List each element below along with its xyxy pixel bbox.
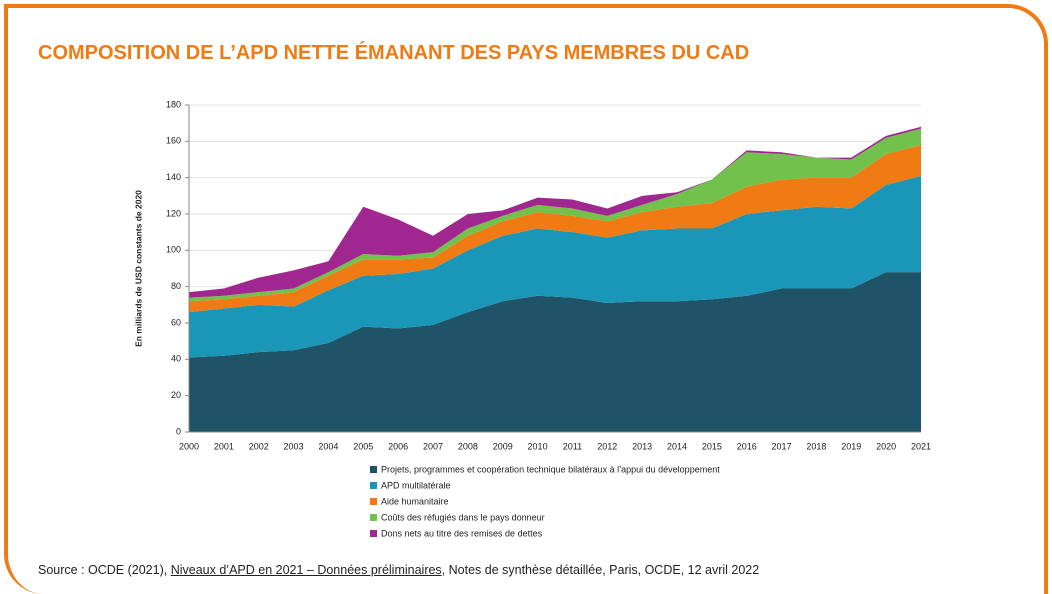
x-tick-label: 2007 bbox=[423, 441, 443, 451]
x-tick-label: 2003 bbox=[284, 441, 304, 451]
x-tick-label: 2010 bbox=[528, 441, 548, 451]
source: Source : OCDE (2021), Niveaux d’APD en 2… bbox=[38, 563, 759, 577]
x-tick-label: 2006 bbox=[388, 441, 408, 451]
x-tick-label: 2002 bbox=[249, 441, 269, 451]
x-tick-label: 2017 bbox=[772, 441, 792, 451]
x-tick-label: 2015 bbox=[702, 441, 722, 451]
area bbox=[189, 128, 921, 302]
chart-title: COMPOSITION DE L’APD NETTE ÉMANANT DES P… bbox=[38, 42, 750, 64]
y-tick-label: 160 bbox=[166, 136, 181, 146]
y-tick-label: 120 bbox=[166, 208, 181, 218]
x-tick-label: 2013 bbox=[632, 441, 652, 451]
y-tick-label: 140 bbox=[166, 172, 181, 182]
legend-swatch bbox=[370, 482, 377, 489]
x-tick-label: 2000 bbox=[179, 441, 199, 451]
y-tick-label: 20 bbox=[171, 390, 181, 400]
legend-swatch bbox=[370, 514, 377, 521]
y-tick-label: 60 bbox=[171, 317, 181, 327]
area bbox=[189, 272, 921, 432]
y-tick-label: 100 bbox=[166, 245, 181, 255]
x-tick-label: 2018 bbox=[806, 441, 826, 451]
y-tick-label: 180 bbox=[166, 99, 181, 109]
legend-swatch bbox=[370, 498, 377, 505]
legend-swatch bbox=[370, 466, 377, 473]
legend-label: APD multilatérale bbox=[381, 480, 451, 490]
x-tick-label: 2005 bbox=[353, 441, 373, 451]
legend-label: Aide humanitaire bbox=[381, 496, 449, 506]
card: COMPOSITION DE L’APD NETTE ÉMANANT DES P… bbox=[4, 4, 1048, 594]
chart: 0 20 40 60 80 100 120 140 160 180 2000 2001 2002 2003… bbox=[133, 99, 931, 538]
legend-swatch bbox=[370, 530, 377, 537]
x-tick-label: 2019 bbox=[841, 441, 861, 451]
x-tick-label: 2016 bbox=[737, 441, 757, 451]
x-tick-label: 2008 bbox=[458, 441, 478, 451]
area bbox=[189, 126, 921, 298]
x-tick-label: 2011 bbox=[563, 441, 582, 451]
y-tick-label: 40 bbox=[171, 354, 181, 364]
y-tick-label: 0 bbox=[176, 426, 181, 436]
legend-label: Dons nets au titre des remises de dettes bbox=[381, 528, 543, 538]
area bbox=[189, 175, 921, 358]
legend-label: Coûts des réfugiés dans le pays donneur bbox=[381, 512, 545, 522]
x-tick-label: 2020 bbox=[876, 441, 896, 451]
legend-label: Projets, programmes et coopération techn… bbox=[381, 464, 720, 474]
x-tick-label: 2004 bbox=[318, 441, 338, 451]
x-tick-label: 2014 bbox=[667, 441, 687, 451]
source-suffix: , Notes de synthèse détaillée, Paris, OC… bbox=[441, 563, 760, 577]
x-tick-label: 2012 bbox=[597, 441, 617, 451]
x-tick-label: 2001 bbox=[214, 441, 234, 451]
y-tick-label: 80 bbox=[171, 281, 181, 291]
x-tick-label: 2009 bbox=[493, 441, 513, 451]
y-axis-label: En milliards de USD constants de 2020 bbox=[133, 190, 143, 347]
source-link[interactable]: Niveaux d’APD en 2021 – Données prélimin… bbox=[170, 563, 442, 577]
x-tick-label: 2021 bbox=[911, 441, 931, 451]
source-prefix: Source : OCDE (2021), bbox=[38, 563, 171, 577]
area bbox=[189, 144, 921, 313]
